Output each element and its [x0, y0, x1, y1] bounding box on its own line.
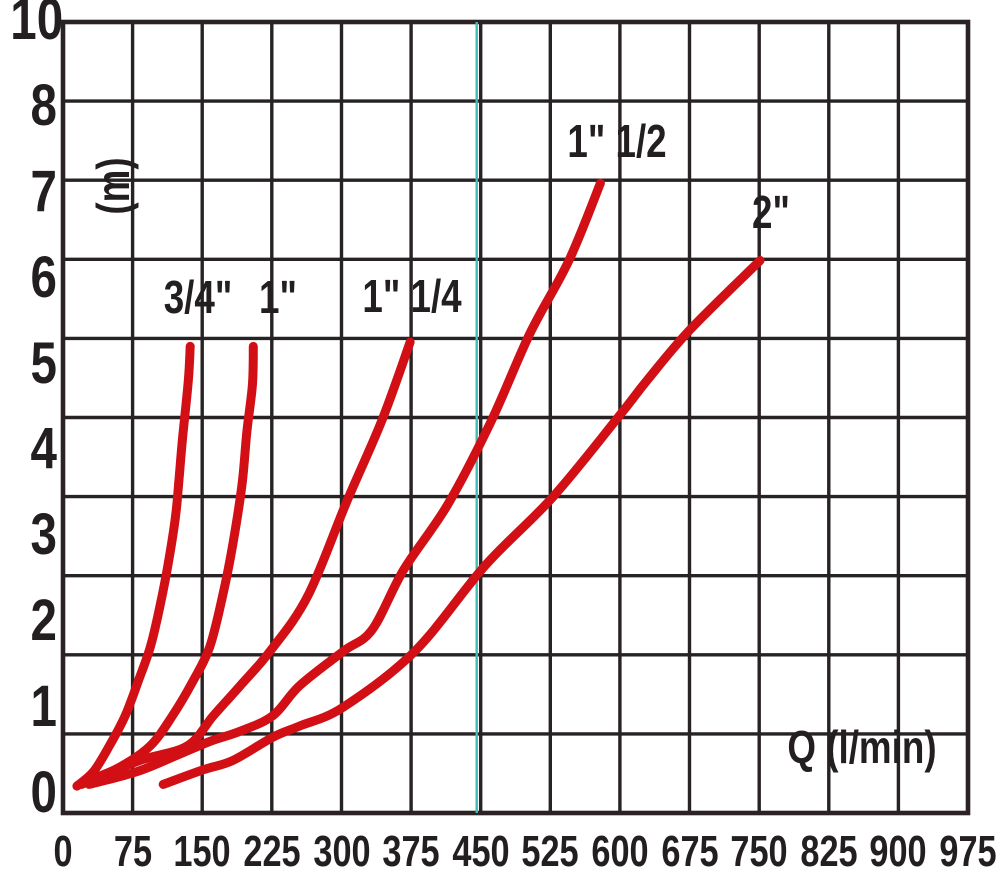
y-tick-label: 0 — [30, 760, 57, 825]
y-axis-unit-label: (m) — [87, 157, 139, 215]
x-tick-label: 150 — [173, 827, 231, 875]
x-tick-label: 975 — [939, 827, 997, 875]
x-tick-label: 450 — [452, 827, 510, 875]
curve-label-one-and-quarter-inch: 1" 1/4 — [362, 270, 462, 322]
x-tick-label: 750 — [730, 827, 788, 875]
y-tick-label: 6 — [30, 244, 57, 310]
x-tick-label: 825 — [800, 827, 858, 875]
y-tick-label: 5 — [30, 330, 57, 396]
x-tick-label: 525 — [521, 827, 579, 875]
curve-three-quarter-inch — [72, 341, 195, 791]
x-tick-label: 375 — [382, 827, 440, 875]
x-tick-label: 900 — [869, 827, 928, 875]
curve-label-two-inch: 2" — [752, 186, 790, 238]
curve-label-one-inch: 1" — [259, 271, 297, 323]
x-tick-label: 225 — [243, 827, 301, 875]
curve-label-three-quarter-inch: 3/4" — [163, 271, 233, 323]
y-tick-label: 10 — [10, 0, 64, 52]
y-tick-label: 7 — [30, 158, 57, 224]
x-tick-label: 675 — [660, 827, 719, 875]
curve-one-and-quarter-inch — [78, 337, 415, 788]
x-axis-unit-label: Q (l/min) — [787, 721, 937, 773]
curve-two-inch — [158, 256, 765, 789]
plot-border — [60, 19, 971, 816]
x-tick-label: 75 — [113, 827, 152, 875]
curve-label-one-and-half-inch: 1" 1/2 — [567, 115, 667, 167]
y-tick-label: 3 — [30, 502, 57, 568]
curve-one-inch — [77, 341, 258, 789]
curve-one-and-half-inch — [84, 178, 605, 789]
y-tick-label: 4 — [30, 416, 57, 482]
y-tick-label: 1 — [30, 674, 57, 740]
y-tick-label: 2 — [30, 588, 57, 654]
x-tick-label: 300 — [312, 827, 371, 875]
x-tick-label: 600 — [591, 827, 649, 875]
y-tick-label: 8 — [30, 72, 57, 138]
x-tick-label: 0 — [53, 827, 73, 875]
